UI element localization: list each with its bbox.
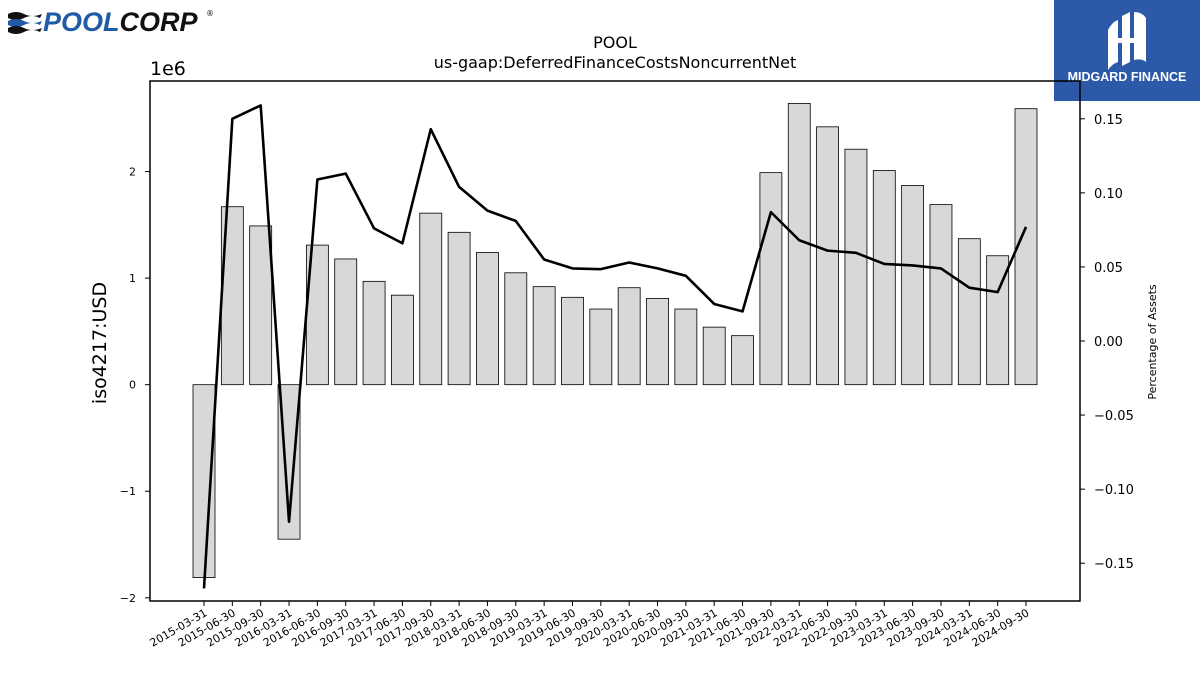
right-tick-label: 0.10 [1094, 187, 1123, 202]
y-axis-label: iso4217:USD [89, 282, 111, 404]
midgard-finance-wordmark: MIDGARD FINANCE [1068, 70, 1187, 84]
bar-2024-09-30 [1014, 108, 1038, 386]
bar-2023-06-30 [901, 185, 925, 386]
chart-subtitle: us-gaap:DeferredFinanceCostsNoncurrentNe… [434, 53, 797, 72]
poolcorp-wave-icon [8, 12, 42, 34]
y-axis-multiplier: 1e6 [150, 58, 186, 80]
bar-2023-09-30 [929, 204, 953, 386]
bar-2021-03-31 [702, 326, 726, 386]
bar-2018-09-30 [504, 272, 528, 386]
poolcorp-wordmark-pool: POOL [43, 7, 120, 36]
left-tick-label: 0 [129, 379, 136, 392]
bar-2024-06-30 [986, 255, 1010, 386]
plot-frame [149, 80, 1081, 602]
bar-series [192, 102, 1038, 578]
y2-axis-label: Percentage of Assets [1146, 284, 1159, 400]
poolcorp-logo: POOLCORP ® [6, 4, 216, 37]
right-tick-label: −0.10 [1094, 483, 1134, 498]
bar-2020-06-30 [646, 297, 669, 386]
x-axis-ticks: 2015-03-312015-06-302015-09-302016-03-31… [148, 601, 1032, 650]
bar-2017-03-31 [362, 280, 386, 386]
right-tick-label: 0.05 [1094, 261, 1123, 276]
line-series [202, 104, 1028, 589]
left-tick-label: 1 [129, 272, 136, 285]
left-tick-label: 2 [129, 166, 136, 179]
chart-title: POOL [593, 33, 637, 52]
bar-2023-03-31 [872, 170, 896, 386]
registered-mark: ® [206, 9, 214, 18]
left-tick-label: −2 [120, 592, 136, 605]
right-axis-ticks: −0.15 −0.10 −0.05 0.00 0.05 0.10 0.15 [1080, 113, 1134, 572]
right-tick-label: 0.00 [1094, 335, 1123, 350]
bar-2020-03-31 [617, 287, 641, 386]
bar-2022-06-30 [816, 126, 839, 386]
bar-2017-09-30 [419, 212, 443, 386]
bar-2019-03-31 [532, 286, 556, 386]
bar-2018-03-31 [447, 231, 471, 386]
poolcorp-wordmark-corp: CORP [120, 7, 199, 36]
right-tick-label: −0.15 [1094, 557, 1134, 572]
bar-2024-03-31 [957, 238, 981, 386]
left-axis-ticks: −2 −1 0 1 2 [120, 166, 150, 605]
bar-2022-09-30 [844, 148, 868, 386]
right-tick-label: 0.15 [1094, 113, 1123, 128]
bar-2016-09-30 [334, 258, 358, 386]
bar-2019-06-30 [561, 296, 584, 386]
bar-2015-09-30 [249, 225, 273, 386]
bar-2020-09-30 [674, 308, 698, 386]
percentage-of-assets-line [202, 104, 1028, 589]
left-tick-label: −1 [120, 485, 136, 498]
midgard-finance-logo: MIDGARD FINANCE [1054, 0, 1200, 101]
right-tick-label: −0.05 [1094, 409, 1134, 424]
bar-2019-09-30 [589, 308, 613, 386]
bar-2018-06-30 [476, 252, 499, 386]
bar-2021-09-30 [759, 172, 783, 386]
bar-2021-06-30 [731, 335, 754, 386]
svg-text:POOLCORP: POOLCORP [43, 7, 199, 36]
bar-2017-06-30 [391, 294, 414, 386]
midgard-emblem-icon [1108, 12, 1146, 70]
